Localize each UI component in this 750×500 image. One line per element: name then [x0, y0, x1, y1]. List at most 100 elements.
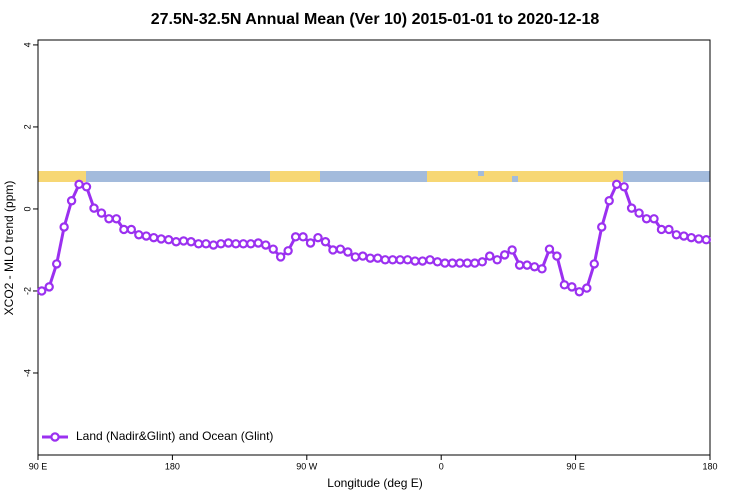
data-point — [649, 214, 659, 224]
data-point — [37, 286, 47, 296]
data-point — [156, 234, 166, 244]
data-point — [537, 264, 547, 274]
x-tick-label: 180 — [702, 461, 717, 471]
y-tick-label: 0 — [22, 206, 32, 211]
data-point — [246, 239, 256, 249]
land-band — [38, 171, 86, 182]
data-point — [66, 196, 77, 206]
data-point — [171, 237, 181, 247]
data-point — [417, 256, 428, 266]
chart-title: 27.5N-32.5N Annual Mean (Ver 10) 2015-01… — [151, 11, 600, 28]
x-tick-label: 90 E — [566, 461, 585, 471]
data-point — [679, 231, 689, 241]
data-point — [626, 203, 637, 213]
data-point — [126, 224, 137, 235]
data-point — [522, 260, 532, 270]
data-point — [395, 255, 405, 265]
data-point — [223, 238, 234, 248]
data-point — [328, 245, 338, 255]
data-point — [380, 255, 390, 265]
data-point — [671, 230, 682, 240]
data-point — [477, 257, 487, 267]
data-point — [313, 232, 323, 243]
land-mask — [38, 171, 710, 182]
data-point — [455, 258, 465, 268]
data-point — [335, 244, 346, 254]
data-point — [178, 236, 189, 246]
data-point — [81, 182, 92, 192]
data-point — [111, 214, 122, 224]
data-point — [298, 232, 308, 242]
ocean-band — [478, 171, 484, 176]
data-point — [253, 238, 263, 248]
data-point — [59, 222, 69, 232]
data-point — [485, 251, 495, 261]
ocean-band — [512, 176, 518, 182]
data-point — [641, 214, 652, 224]
data-point — [507, 245, 517, 255]
data-point — [373, 253, 383, 263]
data-point — [559, 280, 570, 290]
data-point — [343, 247, 353, 257]
legend-marker — [50, 432, 60, 442]
data-point — [231, 239, 241, 249]
land-band — [427, 171, 623, 182]
y-axis-label: XCO2 - MLO trend (ppm) — [2, 181, 16, 316]
data-point — [462, 258, 473, 268]
data-point — [238, 239, 249, 249]
data-point — [149, 232, 159, 243]
data-point — [163, 235, 174, 245]
data-point — [425, 255, 435, 265]
data-point — [141, 231, 151, 241]
data-point — [320, 237, 331, 247]
x-axis-label: Longitude (deg E) — [327, 476, 422, 490]
data-point — [51, 259, 62, 269]
data-point — [358, 251, 368, 261]
data-point — [589, 259, 599, 269]
data-point — [686, 232, 697, 243]
data-point — [119, 224, 129, 235]
data-point — [529, 262, 540, 272]
data-point — [283, 246, 293, 256]
data-point — [365, 253, 375, 263]
data-point — [208, 240, 219, 250]
data-point — [201, 239, 211, 249]
x-tick-label: 90 W — [296, 461, 318, 471]
data-point — [552, 251, 562, 261]
x-tick-label: 90 E — [29, 461, 48, 471]
data-point — [619, 182, 629, 192]
data-point — [134, 230, 144, 240]
data-point — [597, 222, 607, 232]
data-point — [582, 283, 592, 293]
data-point — [410, 256, 420, 266]
data-point — [290, 232, 301, 242]
data-point — [74, 179, 84, 190]
data-point — [216, 239, 226, 249]
data-point — [432, 257, 443, 267]
y-tick-label: -2 — [22, 287, 32, 295]
data-point — [402, 255, 413, 265]
land-band — [270, 171, 320, 182]
data-point — [387, 255, 398, 265]
data-point — [492, 255, 502, 265]
data-point — [664, 224, 674, 235]
data-point — [193, 239, 204, 249]
data-point — [44, 282, 54, 292]
data-point — [499, 250, 510, 260]
data-point — [186, 237, 196, 247]
y-tick-label: -4 — [22, 369, 32, 377]
legend-label: Land (Nadir&Glint) and Ocean (Glint) — [76, 429, 273, 443]
x-tick-label: 0 — [439, 461, 444, 471]
data-point — [447, 258, 458, 268]
data-point — [694, 234, 704, 244]
data-point — [104, 214, 114, 224]
data-point — [305, 238, 316, 248]
data-point — [544, 244, 555, 254]
x-tick-label: 180 — [165, 461, 180, 471]
data-point — [261, 240, 271, 250]
data-point — [470, 258, 480, 268]
data-point — [350, 252, 361, 262]
data-point — [701, 235, 711, 245]
data-point — [611, 179, 622, 190]
